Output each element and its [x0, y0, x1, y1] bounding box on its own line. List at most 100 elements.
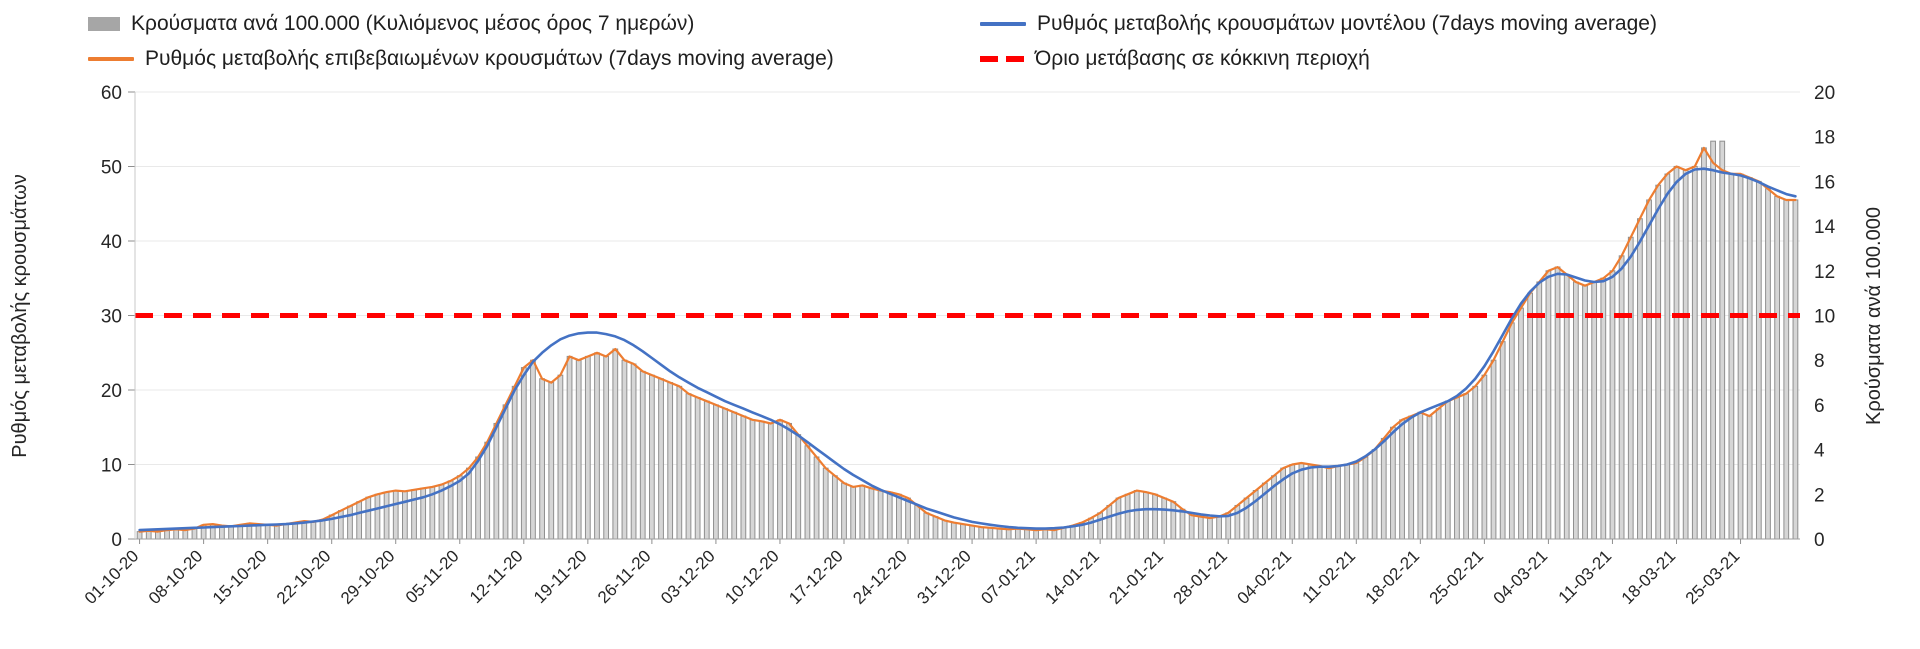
legend-label-red-zone-threshold: Όριο μετάβασης σε κόκκινη περιοχή — [1035, 47, 1370, 70]
cases-bar — [621, 359, 628, 540]
cases-bar — [228, 525, 234, 540]
right-axis-tick-label: 4 — [1814, 441, 1825, 462]
cases-bar — [1463, 393, 1469, 540]
x-axis-tick-label: 19-11-20 — [530, 546, 591, 607]
cases-bar — [319, 519, 326, 540]
cases-bar — [1609, 270, 1616, 540]
cases-bar — [484, 441, 491, 540]
cases-bar — [1097, 512, 1104, 540]
cases-bar — [1033, 529, 1039, 540]
left-axis-tick-label: 0 — [111, 530, 122, 551]
cases-bar — [1527, 292, 1534, 540]
x-axis-tick-label: 07-01-21 — [977, 546, 1039, 608]
cases-bar — [1380, 437, 1387, 540]
cases-bar — [511, 385, 518, 540]
cases-bar — [1454, 397, 1460, 540]
cases-bar — [154, 531, 161, 540]
cases-bar — [1444, 400, 1451, 540]
x-axis-tick-label: 29-10-20 — [337, 546, 399, 608]
cases-bar — [1518, 307, 1524, 540]
x-axis-tick-label: 15-10-20 — [209, 546, 271, 608]
cases-bar — [850, 486, 857, 540]
cases-bar — [1435, 408, 1442, 540]
cases-bar — [868, 487, 875, 540]
cases-bar — [310, 521, 317, 540]
cases-bar — [676, 385, 683, 540]
cases-bar — [264, 524, 271, 540]
cases-bar — [1042, 528, 1049, 540]
legend-item-confirmed-rate: Ρυθμός μεταβολής επιβεβαιωμένων κρουσμάτ… — [88, 47, 834, 71]
cases-bar — [777, 419, 783, 540]
x-axis-tick-label: 25-02-21 — [1426, 546, 1488, 608]
cases-bar — [1399, 419, 1405, 540]
cases-bar — [1426, 415, 1433, 540]
cases-bar — [804, 445, 811, 540]
cases-bar — [383, 491, 390, 540]
cases-bar — [731, 411, 738, 540]
cases-bar — [1682, 169, 1689, 540]
cases-bar — [347, 505, 353, 540]
cases-bar — [1335, 465, 1341, 540]
cases-bar — [1618, 255, 1625, 540]
cases-bar — [886, 491, 893, 540]
cases-bar — [1417, 411, 1424, 540]
threshold-dash-swatch-icon — [980, 56, 1024, 62]
cases-bar — [1106, 504, 1113, 540]
x-axis-tick-label: 08-10-20 — [145, 546, 207, 608]
cases-bar — [703, 400, 710, 540]
cases-bar — [530, 359, 536, 540]
cases-bar — [292, 522, 298, 540]
cases-bar — [996, 528, 1003, 540]
right-axis-tick-label: 12 — [1814, 262, 1835, 283]
x-axis-tick-label: 31-12-20 — [913, 546, 975, 608]
legend-item-red-zone-threshold: Όριο μετάβασης σε κόκκινη περιοχή — [980, 47, 1370, 71]
left-axis-tick-label: 60 — [101, 83, 122, 104]
cases-bar — [694, 397, 701, 540]
cases-bar — [456, 475, 463, 540]
cases-bar — [630, 363, 637, 540]
cases-bar — [859, 484, 866, 540]
legend-label-confirmed-rate: Ρυθμός μεταβολής επιβεβαιωμένων κρουσμάτ… — [145, 47, 834, 70]
right-axis-tick-label: 6 — [1814, 396, 1825, 417]
cases-bar — [402, 490, 408, 540]
cases-bar — [475, 456, 481, 540]
x-axis-tick-label: 22-10-20 — [273, 546, 335, 608]
cases-bar — [1737, 173, 1744, 540]
cases-bar — [1179, 508, 1186, 540]
x-axis-tick-label: 24-12-20 — [849, 546, 911, 608]
cases-bar — [813, 456, 820, 540]
cases-bar — [941, 519, 948, 540]
cases-bar — [786, 422, 792, 540]
x-axis-tick-label: 04-03-21 — [1490, 546, 1552, 608]
cases-bar — [1143, 491, 1149, 540]
cases-bar — [539, 378, 545, 540]
cases-bar — [713, 404, 719, 540]
cases-bar — [896, 493, 902, 540]
right-axis-tick-label: 16 — [1814, 172, 1835, 193]
cases-bar — [1316, 465, 1323, 540]
cases-bar — [520, 367, 527, 540]
cases-bar — [960, 523, 966, 540]
cases-bar — [411, 489, 417, 540]
right-axis-title: Κρούσματα ανά 100.000 — [1863, 207, 1885, 425]
cases-bar — [374, 493, 381, 540]
cases-bar — [575, 359, 582, 540]
x-axis-tick-label: 03-12-20 — [657, 546, 719, 608]
x-axis-tick-label: 18-02-21 — [1362, 546, 1424, 608]
cases-bar — [932, 516, 939, 540]
cases-bar — [1490, 359, 1497, 540]
cases-bar — [1572, 281, 1579, 540]
right-axis-tick-label: 18 — [1814, 128, 1835, 149]
left-axis-tick-label: 50 — [101, 158, 122, 179]
left-axis-title: Ρυθμός μεταβολής κρουσμάτων — [9, 174, 31, 458]
cases-bar — [1710, 140, 1716, 540]
cases-bar — [502, 404, 509, 540]
cases-bar — [1060, 527, 1067, 540]
cases-bar — [594, 352, 600, 540]
cases-bar — [566, 355, 573, 540]
cases-bar — [1765, 188, 1771, 540]
cases-bar — [914, 504, 921, 540]
cases-bar — [1170, 501, 1177, 540]
cases-bar — [493, 422, 500, 540]
cases-bar — [1014, 528, 1021, 540]
